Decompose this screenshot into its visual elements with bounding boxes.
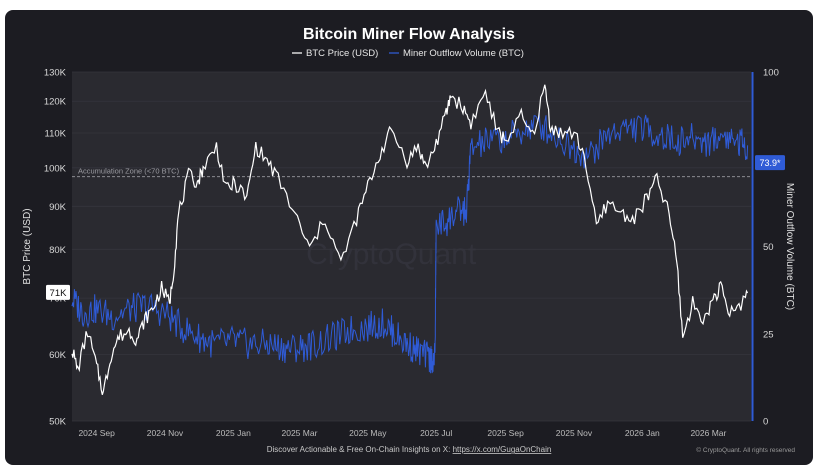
- legend: BTC Price (USD) Miner Outflow Volume (BT…: [292, 48, 524, 59]
- x-tick-label: 2025 Nov: [556, 428, 593, 438]
- y-left-tick-label: 90K: [49, 202, 67, 213]
- legend-label-outflow[interactable]: Miner Outflow Volume (BTC): [403, 48, 524, 59]
- y-left-tick-label: 60K: [49, 350, 67, 361]
- y-left-tick-label: 130K: [44, 68, 67, 79]
- reference-line: Accumulation Zone (<70 BTC): [72, 167, 751, 178]
- x-tick-label: 2026 Mar: [690, 428, 726, 438]
- series-line-price: [71, 84, 749, 395]
- current-price-badge: 71K: [46, 284, 70, 300]
- footer-prefix: Discover Actionable & Free On-Chain Insi…: [267, 445, 453, 454]
- legend-label-price[interactable]: BTC Price (USD): [306, 48, 378, 59]
- x-tick-label: 2024 Sep: [78, 428, 115, 438]
- axes: 50K60K70K80K90K100K110K120K130K025507510…: [44, 68, 779, 439]
- y-left-tick-label: 50K: [49, 417, 67, 428]
- y-left-tick-label: 120K: [44, 97, 67, 108]
- y-right-tick-label: 25: [763, 329, 774, 340]
- plot-area: [72, 72, 751, 421]
- chart-svg: CryptoQuant Accumulation Zone (<70 BTC) …: [22, 26, 795, 454]
- current-price-label: 71K: [50, 288, 68, 299]
- series-line-outflow: [71, 113, 749, 374]
- x-tick-label: 2026 Jan: [625, 428, 660, 438]
- x-tick-label: 2024 Nov: [147, 428, 184, 438]
- x-tick-label: 2025 Jan: [216, 428, 251, 438]
- chart-title: Bitcoin Miner Flow Analysis: [303, 26, 515, 43]
- y-right-tick-label: 50: [763, 242, 774, 253]
- y-right-tick-label: 0: [763, 417, 768, 428]
- copyright-text: © CryptoQuant. All rights reserved: [696, 446, 795, 454]
- watermark: CryptoQuant: [306, 238, 477, 271]
- x-tick-label: 2025 May: [349, 428, 387, 438]
- series-group: [71, 84, 749, 395]
- y-right-tick-label: 100: [763, 68, 779, 79]
- footer-text: Discover Actionable & Free On-Chain Insi…: [267, 445, 552, 454]
- y-left-tick-label: 100K: [44, 163, 67, 174]
- x-tick-label: 2025 Sep: [487, 428, 524, 438]
- gridlines: [72, 71, 751, 422]
- current-outflow-label: 73.9*: [759, 158, 781, 168]
- chart-card: CryptoQuant Accumulation Zone (<70 BTC) …: [5, 10, 813, 465]
- x-tick-label: 2025 Jul: [420, 428, 452, 438]
- y-axis-left-label: BTC Price (USD): [22, 208, 33, 284]
- x-tick-label: 2025 Mar: [281, 428, 317, 438]
- y-left-tick-label: 80K: [49, 245, 67, 256]
- y-axis-right-label: Miner Outflow Volume (BTC): [784, 183, 795, 310]
- y-left-tick-label: 110K: [45, 129, 67, 140]
- current-outflow-badge: 73.9*: [755, 155, 785, 171]
- reference-line-label: Accumulation Zone (<70 BTC): [78, 167, 180, 176]
- footer-link[interactable]: https://x.com/GugaOnChain: [453, 445, 552, 454]
